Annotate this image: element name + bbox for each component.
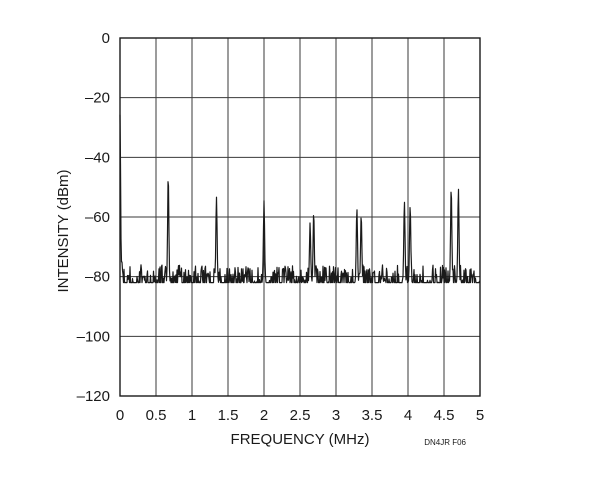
y-tick-label: –120 [77,388,110,405]
x-axis-title: FREQUENCY (MHz) [231,431,370,448]
x-tick-label: 4.5 [434,407,455,424]
x-tick-label: 2.5 [290,407,311,424]
y-tick-label: –20 [85,90,110,107]
y-tick-label: –80 [85,269,110,286]
plot-border [119,37,481,397]
y-tick-labels: 0 –20 –40 –60 –80 –100 –120 [77,30,110,405]
x-tick-label: 5 [476,407,484,424]
x-tick-label: 0 [116,407,124,424]
x-tick-label: 4 [404,407,412,424]
y-tick-label: –100 [77,328,110,345]
y-tick-label: –60 [85,209,110,226]
x-tick-label: 1.5 [218,407,239,424]
x-tick-label: 0.5 [146,407,167,424]
x-tick-label: 3.5 [362,407,383,424]
x-tick-label: 2 [260,407,268,424]
x-tick-label: 1 [188,407,196,424]
y-axis-title: INTENSITY (dBm) [55,169,72,292]
y-tick-label: –40 [85,149,110,166]
spectrum-trace [119,114,481,284]
y-tick-label: 0 [102,30,110,47]
x-tick-label: 3 [332,407,340,424]
figure-note: DN4JR F06 [424,438,466,447]
x-tick-labels: 0 0.5 1 1.5 2 2.5 3 3.5 4 4.5 5 [116,407,484,424]
